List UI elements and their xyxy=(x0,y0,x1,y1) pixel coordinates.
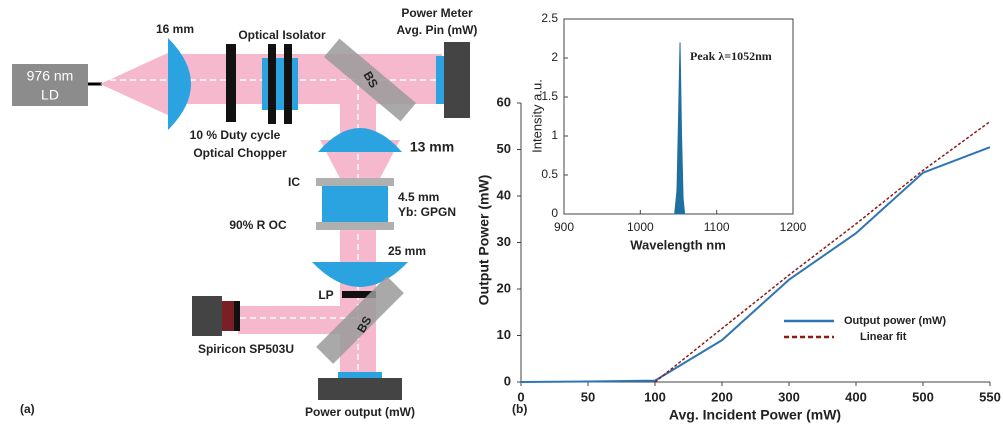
isolator xyxy=(262,58,298,110)
power-meter xyxy=(318,378,402,400)
x-tick-label: 1000 xyxy=(627,220,654,234)
label: Avg. Pin (mW) xyxy=(397,23,478,37)
label: 25 mm xyxy=(388,244,426,258)
x-tick-label: 0 xyxy=(517,389,524,404)
x-tick-label: 200 xyxy=(711,389,733,404)
camera xyxy=(192,296,222,336)
label: 976 nm xyxy=(27,68,74,84)
camera-lens xyxy=(222,301,234,331)
beam-splitter xyxy=(316,276,404,364)
long-pass-filter xyxy=(342,291,376,298)
x-tick-label: 900 xyxy=(554,220,574,234)
label: Optical Isolator xyxy=(238,28,326,42)
output-coupler xyxy=(316,222,394,230)
legend-label: Output power (mW) xyxy=(844,315,946,327)
x-tick-label: 500 xyxy=(912,389,934,404)
y-tick-label: 60 xyxy=(497,94,511,109)
y-tick-label: 20 xyxy=(497,280,511,295)
setup-diagram: 976 nm LD 16 mm Optical Isolator Power M… xyxy=(12,6,477,419)
legend-label: Linear fit xyxy=(860,331,907,343)
y-tick-label: 0.5 xyxy=(541,167,558,181)
x-axis-label: Avg. Incident Power (mW) xyxy=(669,407,841,423)
y-tick-label: 0 xyxy=(551,206,558,220)
x-tick-label: 550 xyxy=(979,389,1001,404)
label: IC xyxy=(288,175,300,189)
y-axis-label: Intensity a.u. xyxy=(529,79,544,153)
laser-diode xyxy=(12,64,88,106)
label: Optical Chopper xyxy=(193,146,287,160)
label: 4.5 mm xyxy=(398,190,439,204)
y-tick-label: 0 xyxy=(504,373,511,388)
annotation: Peak λ=1052nm xyxy=(690,49,772,63)
isolator-polarizer xyxy=(268,44,276,124)
label: Power output (mW) xyxy=(305,405,415,419)
label: 13 mm xyxy=(410,139,454,155)
panel-label: (b) xyxy=(512,402,527,416)
x-tick-label: 1200 xyxy=(780,220,807,234)
label: Yb: GPGN xyxy=(398,205,456,219)
panel-label: (a) xyxy=(20,402,35,416)
series-line xyxy=(520,146,991,383)
x-tick-label: 100 xyxy=(644,389,666,404)
y-tick-label: 2.5 xyxy=(541,11,558,25)
detector xyxy=(436,56,444,104)
y-axis-label: Output Power (mW) xyxy=(476,175,492,306)
crystal xyxy=(322,186,388,222)
chopper xyxy=(226,44,236,122)
label: LP xyxy=(318,288,333,302)
series-line xyxy=(654,120,991,383)
label: LD xyxy=(41,87,59,103)
power-meter xyxy=(444,42,470,118)
input-coupler xyxy=(316,178,394,186)
label: 16 mm xyxy=(156,22,194,36)
x-tick-label: 1100 xyxy=(704,220,730,234)
lens xyxy=(168,38,191,130)
y-tick-label: 1.5 xyxy=(541,89,558,103)
isolator-polarizer xyxy=(284,44,292,124)
camera-lens xyxy=(234,301,240,331)
y-tick-label: 50 xyxy=(497,141,511,156)
beam xyxy=(100,52,170,116)
y-tick-label: 30 xyxy=(497,234,511,249)
detector xyxy=(338,372,382,378)
lens xyxy=(318,128,402,152)
label: 10 % Duty cycle xyxy=(190,128,281,142)
x-tick-label: 300 xyxy=(778,389,800,404)
y-tick-label: 10 xyxy=(497,327,511,342)
x-tick-label: 50 xyxy=(581,389,595,404)
y-tick-label: 40 xyxy=(497,187,511,202)
y-tick-label: 2 xyxy=(551,50,558,64)
x-tick-label: 400 xyxy=(845,389,867,404)
x-axis-label: Wavelength nm xyxy=(630,237,726,252)
label: Spiricon SP503U xyxy=(198,342,294,356)
spectrum xyxy=(674,42,686,215)
label: Power Meter xyxy=(401,6,473,20)
beam-splitter xyxy=(323,38,417,122)
y-tick-label: 1 xyxy=(551,128,558,142)
label: 90% R OC xyxy=(229,218,287,232)
